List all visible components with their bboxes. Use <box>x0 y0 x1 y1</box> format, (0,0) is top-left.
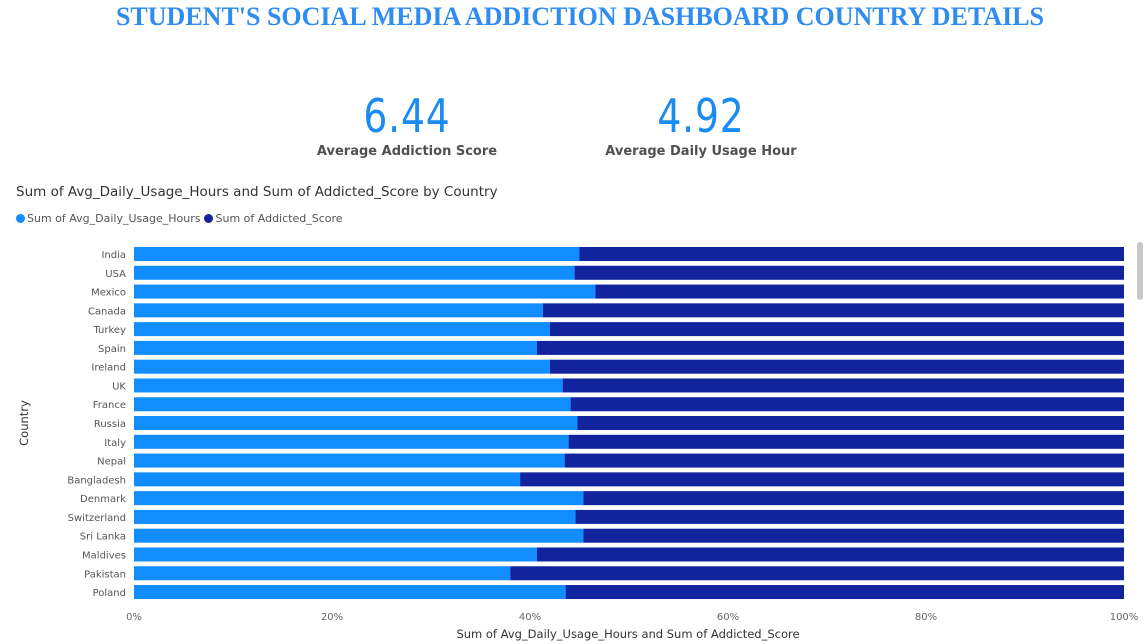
bar-segment-usage-hours[interactable] <box>134 491 584 506</box>
bar-segment-addicted-score[interactable] <box>562 378 1124 393</box>
x-tick-label: 60% <box>717 612 739 623</box>
x-tick-label: 20% <box>321 612 343 623</box>
legend-dot-icon <box>16 214 25 223</box>
x-tick-label: 0% <box>126 612 142 623</box>
y-tick-label: Turkey <box>92 325 126 336</box>
x-tick-label: 80% <box>915 612 937 623</box>
bar-segment-addicted-score[interactable] <box>583 528 1124 543</box>
chart-title: Sum of Avg_Daily_Usage_Hours and Sum of … <box>16 184 498 200</box>
bar-segment-usage-hours[interactable] <box>134 247 580 261</box>
legend-label: Sum of Avg_Daily_Usage_Hours <box>27 212 201 225</box>
y-tick-label: USA <box>105 269 126 280</box>
y-tick-label: Denmark <box>80 494 126 505</box>
bar-segment-usage-hours[interactable] <box>134 284 596 299</box>
bar-segment-addicted-score[interactable] <box>536 340 1124 355</box>
kpi-label: Average Addiction Score <box>316 144 498 159</box>
y-tick-label: Maldives <box>82 550 126 561</box>
scrollbar-thumb[interactable] <box>1137 242 1143 300</box>
bar-segment-addicted-score[interactable] <box>549 322 1124 337</box>
y-tick-label: Bangladesh <box>67 475 126 486</box>
y-tick-label: Poland <box>93 588 126 599</box>
bar-segment-usage-hours[interactable] <box>134 453 565 468</box>
y-tick-label: Mexico <box>91 288 126 299</box>
bar-segment-usage-hours[interactable] <box>134 397 571 412</box>
legend-label: Sum of Addicted_Score <box>215 212 343 225</box>
bar-segment-usage-hours[interactable] <box>134 434 569 449</box>
y-tick-label: Sri Lanka <box>80 532 126 543</box>
legend-item-usage-hours[interactable]: Sum of Avg_Daily_Usage_Hours <box>16 212 200 225</box>
y-tick-label: Spain <box>98 344 126 355</box>
bar-segment-usage-hours[interactable] <box>134 566 511 581</box>
bar-segment-addicted-score[interactable] <box>570 397 1124 412</box>
y-tick-label: Russia <box>94 419 126 430</box>
y-tick-label: Ireland <box>91 363 126 374</box>
bar-segment-usage-hours[interactable] <box>134 585 566 600</box>
kpi-value: 4.92 <box>657 89 745 143</box>
bar-segment-usage-hours[interactable] <box>134 472 521 487</box>
x-tick-label: 100% <box>1110 612 1139 623</box>
bar-segment-usage-hours[interactable] <box>134 303 543 318</box>
bar-segment-addicted-score[interactable] <box>542 303 1124 318</box>
kpi-label: Average Daily Usage Hour <box>605 144 797 159</box>
bar-segment-addicted-score[interactable] <box>595 284 1124 299</box>
kpi-card-average-addiction-score[interactable]: 6.44 Average Addiction Score <box>307 90 507 159</box>
chart-legend: Sum of Avg_Daily_Usage_Hours Sum of Addi… <box>16 212 347 225</box>
y-tick-label: Pakistan <box>84 569 126 580</box>
bar-segment-addicted-score[interactable] <box>510 566 1124 581</box>
y-tick-label: Canada <box>88 306 126 317</box>
bar-segment-usage-hours[interactable] <box>134 340 537 355</box>
y-tick-label: France <box>93 400 126 411</box>
page-title: STUDENT'S SOCIAL MEDIA ADDICTION DASHBOA… <box>115 2 1045 31</box>
bar-segment-usage-hours[interactable] <box>134 265 575 280</box>
bar-segment-usage-hours[interactable] <box>134 547 537 562</box>
x-tick-label: 40% <box>519 612 541 623</box>
bar-segment-addicted-score[interactable] <box>583 491 1124 506</box>
bar-segment-addicted-score[interactable] <box>577 416 1124 431</box>
bar-segment-addicted-score[interactable] <box>564 453 1124 468</box>
bar-segment-usage-hours[interactable] <box>134 322 550 337</box>
y-tick-label: Nepal <box>97 457 126 468</box>
bar-segment-addicted-score[interactable] <box>549 359 1124 374</box>
x-axis-title: Sum of Avg_Daily_Usage_Hours and Sum of … <box>456 627 800 641</box>
bar-segment-usage-hours[interactable] <box>134 416 578 431</box>
bar-segment-addicted-score[interactable] <box>579 247 1125 261</box>
bar-segment-addicted-score[interactable] <box>565 585 1124 600</box>
bar-segment-addicted-score[interactable] <box>575 509 1124 524</box>
bar-segment-usage-hours[interactable] <box>134 378 563 393</box>
bar-segment-addicted-score[interactable] <box>574 265 1124 280</box>
bar-segment-usage-hours[interactable] <box>134 359 550 374</box>
bar-segment-usage-hours[interactable] <box>134 528 584 543</box>
kpi-card-average-daily-usage[interactable]: 4.92 Average Daily Usage Hour <box>601 90 801 159</box>
legend-item-addicted-score[interactable]: Sum of Addicted_Score <box>204 212 343 225</box>
legend-dot-icon <box>204 214 214 223</box>
y-tick-label: UK <box>112 381 126 392</box>
bar-segment-usage-hours[interactable] <box>134 509 576 524</box>
y-tick-label: Italy <box>104 438 126 449</box>
bar-segment-addicted-score[interactable] <box>536 547 1124 562</box>
bar-segment-addicted-score[interactable] <box>520 472 1124 487</box>
kpi-value: 6.44 <box>363 89 451 143</box>
bar-segment-addicted-score[interactable] <box>568 434 1124 449</box>
y-tick-label: India <box>101 250 126 261</box>
y-tick-label: Switzerland <box>68 513 126 524</box>
